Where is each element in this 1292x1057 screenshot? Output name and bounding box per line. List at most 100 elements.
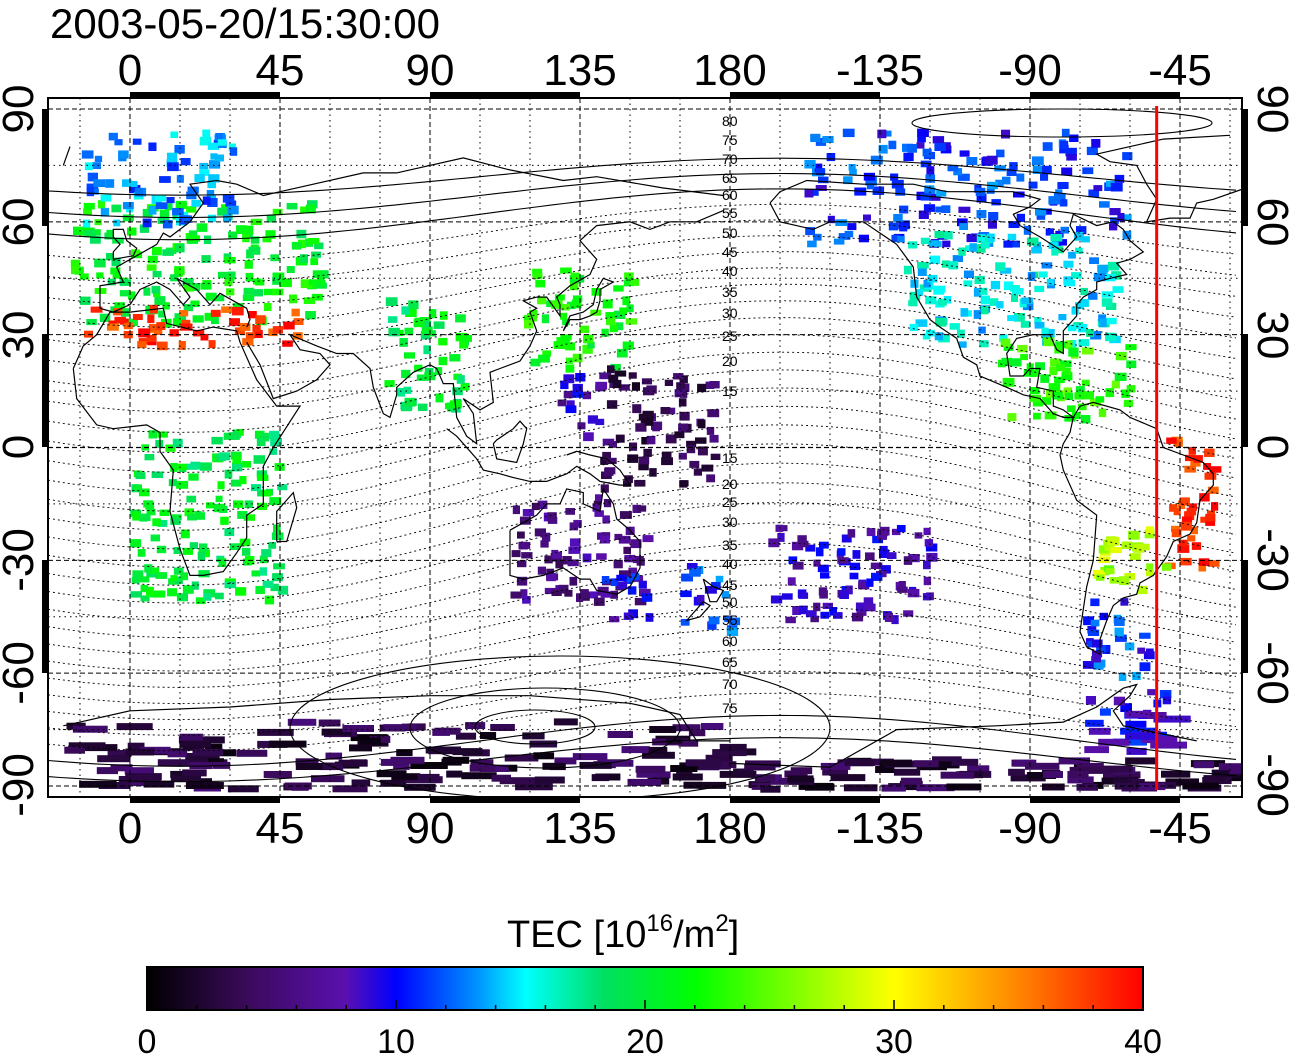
tec-pixel [1171,525,1180,532]
tec-pixel [947,165,959,172]
tec-pixel [351,779,371,787]
tec-pixel [553,341,566,349]
tec-pixel [208,340,216,349]
tec-pixel [1198,558,1210,566]
tec-pixel [1099,201,1110,208]
tec-pixel [158,310,166,318]
tec-pixel [213,503,226,513]
tec-pixel [973,288,982,297]
mlat-contour [48,157,1237,196]
tec-pixel [571,299,582,309]
tec-pixel [287,718,317,726]
tec-pixel [710,453,721,460]
tec-pixel [903,610,914,617]
tec-pixel [224,469,233,479]
tec-pixel [256,437,266,447]
tec-pixel [936,190,947,197]
tec-pixel [1102,765,1133,773]
tec-pixel [822,602,833,609]
tec-pixel [262,236,272,243]
left-lat-label: 60 [0,198,43,247]
tec-pixel [645,613,654,622]
mlat-oval-south-mid [409,687,681,769]
tec-pixel [678,452,687,460]
tec-pixel [300,279,313,289]
tec-pixel [218,558,227,567]
tec-pixel [174,243,185,253]
tec-pixel [634,479,646,487]
tec-pixel [1132,671,1141,680]
tec-pixel [110,267,121,275]
tec-pixel [342,725,374,732]
tec-pixel [380,758,408,766]
tec-pixel [143,780,175,788]
tec-pixel [957,173,970,181]
tec-pixel [1077,403,1087,411]
tec-pixel [745,760,781,768]
tec-pixel [1054,344,1063,354]
tec-pixel [170,463,178,472]
tec-pixel [1141,736,1178,744]
tec-pixel [192,315,204,323]
tec-pixel [641,593,653,602]
tec-pixel [562,318,570,326]
tec-pixel [232,303,244,310]
tec-pixel [610,363,621,371]
coast-uk [112,228,138,260]
tec-pixel [1165,778,1199,786]
tec-pixel [1017,344,1028,353]
tec-pixel [1146,563,1154,570]
tec-pixel [638,580,647,589]
tec-pixel [132,138,142,145]
tec-pixel [1190,526,1198,535]
tec-pixel [456,375,465,384]
tec-pixel [388,327,400,337]
lat-lon-grid [48,98,1242,797]
tec-pixel [230,479,242,487]
tec-pixel [131,249,140,256]
colorbar-label: 0 [138,1023,157,1057]
tec-pixel [1110,547,1122,554]
tec-pixel [899,205,909,214]
tec-pixel [635,765,666,773]
tec-pixel [594,510,604,517]
tec-pixel [1003,240,1013,248]
tec-pixel [566,400,575,407]
tec-pixel [915,319,928,327]
tec-pixel [1075,302,1085,309]
tec-pixel [1062,367,1071,376]
tec-pixel [979,287,988,295]
tec-pixel [207,214,217,223]
tec-pixel [239,538,251,547]
tec-pixel [602,451,611,461]
tec-pixel [1137,585,1148,595]
tec-pixel [820,572,830,579]
tec-pixel [940,142,951,151]
colorbar-title: TEC [1016/m2] [507,910,739,956]
tec-pixel [172,212,182,220]
tec-pixel [535,280,546,288]
tec-pixel [958,206,971,213]
tec-pixel [797,535,807,542]
tec-pixel [228,271,236,280]
mlat-contour [48,405,1237,512]
tec-pixel [623,546,631,554]
tec-pixel [167,750,187,758]
right-lat-label: 90 [1248,85,1292,134]
tec-pixel [532,268,543,277]
tec-pixel [132,314,143,320]
tec-pixel [1105,317,1117,325]
top-lon-label: -45 [1148,46,1212,95]
tec-pixel [787,577,796,586]
tec-pixel [1063,387,1073,396]
colorbar-title-exp1: 16 [646,910,673,937]
tec-pixel [1087,292,1098,300]
frame-bar-left [42,334,48,447]
tec-pixel [153,590,166,598]
tec-pixel [935,206,943,213]
tec-pixel [414,364,423,372]
tec-pixel [560,380,569,390]
tec-pixel [170,575,178,582]
tec-pixel [707,621,717,630]
tec-pixel [1032,399,1043,407]
